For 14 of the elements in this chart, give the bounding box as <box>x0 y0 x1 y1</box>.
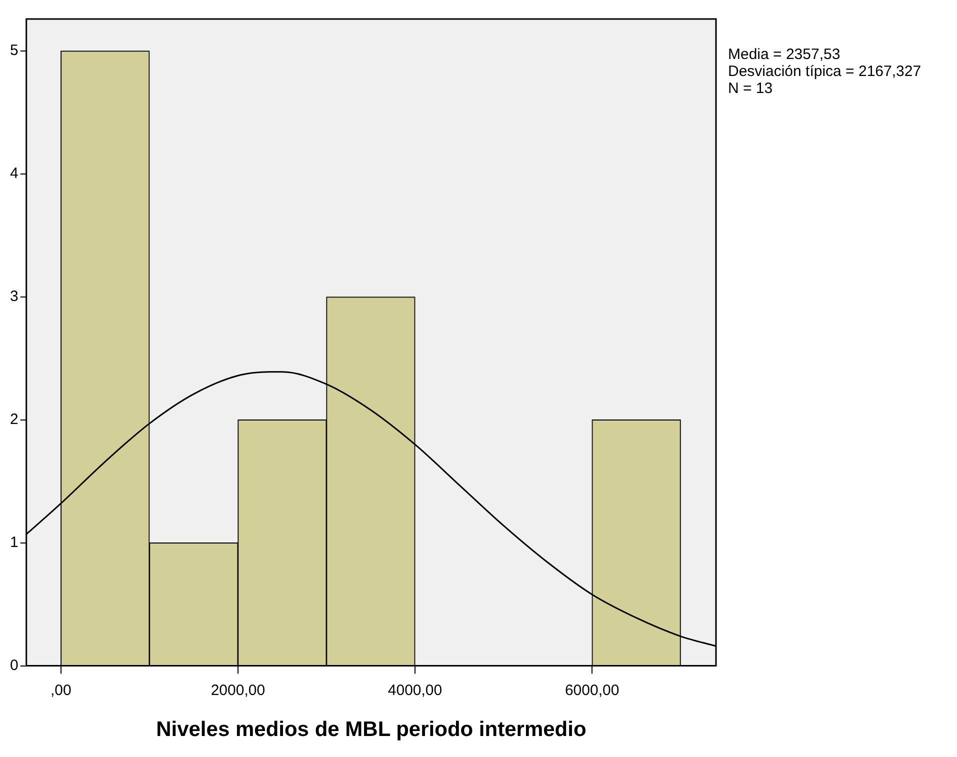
x-tick-label: ,00 <box>50 682 72 699</box>
text: Media = 2357,53 <box>728 46 842 63</box>
x-axis-title: Niveles medios de MBL periodo intermedio <box>156 718 586 742</box>
x-tick-label: 6000,00 <box>564 682 620 699</box>
text: N = 13 <box>728 80 774 97</box>
y-tick-label: 0 <box>10 656 18 674</box>
y-tick-label: 1 <box>10 534 18 551</box>
y-tick-label: 4 <box>10 165 18 182</box>
y-tick-label: 5 <box>10 42 18 60</box>
x-tick-label: 4000,00 <box>388 682 442 699</box>
text: Desviación típica = 2167,327 <box>728 63 922 80</box>
y-tick-label: 3 <box>10 288 18 306</box>
y-tick-label: 2 <box>10 411 18 428</box>
x-tick-label: 2000,00 <box>210 682 266 699</box>
